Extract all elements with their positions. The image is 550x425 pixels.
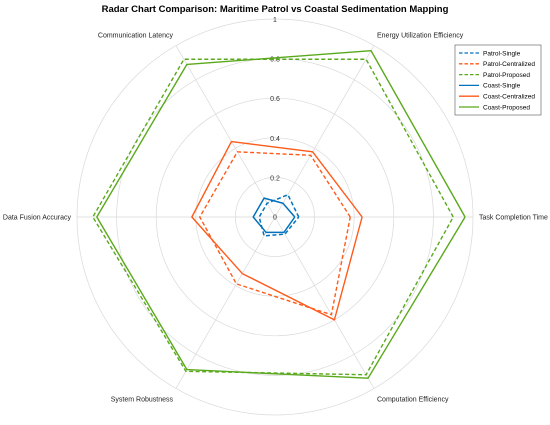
series-layer — [92, 49, 466, 379]
radial-tick-label: 0.6 — [270, 96, 280, 103]
legend-box — [454, 44, 542, 116]
legend-label: Coast-Proposed — [483, 104, 530, 111]
legend-label: Coast-Centralized — [483, 94, 535, 101]
series-line — [96, 49, 466, 379]
radial-tick-labels: 0 0.2 0.4 0.6 0.8 1 — [270, 17, 280, 222]
radial-tick-label: 0.8 — [270, 57, 280, 64]
chart-title: Radar Chart Comparison: Maritime Patrol … — [102, 4, 449, 15]
radial-tick-label: 1 — [273, 17, 277, 24]
radial-tick-label: 0.2 — [270, 175, 280, 182]
legend-label: Coast-Single — [483, 83, 521, 90]
axis-labels: Task Completion Time Energy Utilization E… — [3, 32, 548, 403]
axis-label: System Robustness — [111, 397, 174, 404]
grid-spoke — [175, 216, 276, 389]
radar-grid — [76, 18, 474, 416]
axis-label: Data Fusion Accuracy — [3, 215, 72, 222]
axis-label: Task Completion Time — [479, 215, 548, 222]
series-line — [252, 197, 296, 234]
legend-label: Patrol-Centralized — [483, 61, 535, 68]
legend: Patrol-Single Patrol-Centralized Patrol-Pr… — [454, 44, 542, 116]
legend-label: Patrol-Single — [483, 50, 521, 57]
axis-label: Energy Utilization Efficiency — [377, 32, 464, 39]
radial-tick-label: 0.4 — [270, 136, 280, 143]
legend-label: Patrol-Proposed — [483, 72, 530, 79]
radial-tick-label: 0 — [273, 215, 277, 222]
grid-spoke — [175, 45, 276, 218]
axis-label: Communication Latency — [98, 32, 174, 39]
series-line — [92, 58, 454, 376]
axis-label: Computation Efficiency — [377, 397, 449, 404]
series-line — [191, 140, 363, 321]
series-line — [199, 151, 351, 316]
grid-spoke — [274, 216, 375, 389]
grid-spoke — [274, 45, 375, 218]
